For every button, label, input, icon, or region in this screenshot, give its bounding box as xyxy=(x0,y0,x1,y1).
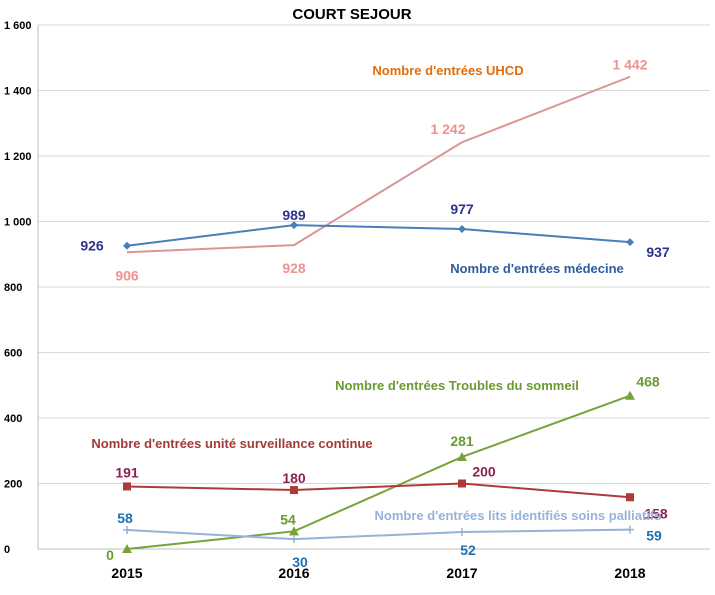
x-tick-label: 2016 xyxy=(278,565,309,581)
data-label: 30 xyxy=(292,554,308,570)
y-tick-label: 800 xyxy=(4,282,22,294)
chart-title: COURT SEJOUR xyxy=(292,6,411,23)
series-name-label: Nombre d'entrées lits identifiés soins p… xyxy=(375,508,662,523)
data-point-marker xyxy=(290,221,298,230)
series-line xyxy=(126,394,631,550)
series-name-label: Nombre d'entrées Troubles du sommeil xyxy=(335,378,579,393)
data-label: 59 xyxy=(646,528,662,544)
y-axis-ticks: 0 200 400 600 800 1 000 1 200 1 400 1 600 xyxy=(4,20,32,556)
data-point-marker xyxy=(123,241,131,250)
data-label: 977 xyxy=(450,201,474,217)
series-name-label: Nombre d'entrées UHCD xyxy=(372,63,523,78)
data-label: 52 xyxy=(460,542,476,558)
series-line xyxy=(126,75,631,254)
y-tick-label: 1 400 xyxy=(4,86,32,98)
data-point-marker xyxy=(123,482,131,491)
data-label: 180 xyxy=(282,470,306,486)
data-label: 0 xyxy=(106,547,114,563)
data-point-marker xyxy=(290,486,298,495)
data-label: 1 442 xyxy=(612,57,647,73)
series-line xyxy=(126,528,631,541)
series-line xyxy=(126,482,631,499)
data-label: 989 xyxy=(282,207,306,223)
data-label: 191 xyxy=(115,464,139,480)
y-tick-label: 1 600 xyxy=(4,20,32,32)
y-tick-label: 0 xyxy=(4,544,10,556)
y-tick-label: 200 xyxy=(4,479,22,491)
data-point-marker xyxy=(123,526,131,535)
data-label: 926 xyxy=(80,238,104,254)
y-tick-label: 1 000 xyxy=(4,217,32,229)
y-tick-label: 400 xyxy=(4,413,22,425)
x-tick-label: 2015 xyxy=(111,565,142,581)
data-label: 906 xyxy=(115,267,139,283)
data-point-marker xyxy=(290,535,298,544)
data-point-marker xyxy=(626,238,634,247)
data-label: 281 xyxy=(450,433,474,449)
y-tick-label: 1 200 xyxy=(4,151,32,163)
series-lines xyxy=(122,75,635,553)
series-name-label: Nombre d'entrées médecine xyxy=(450,261,624,276)
data-label: 200 xyxy=(472,464,496,480)
data-label: 937 xyxy=(646,244,670,260)
x-axis-ticks: 2015 2016 2017 2018 xyxy=(111,565,645,581)
gridlines xyxy=(37,24,710,550)
x-tick-label: 2017 xyxy=(446,565,477,581)
data-label: 928 xyxy=(282,260,306,276)
data-label: 58 xyxy=(117,510,133,526)
data-labels: 906 928 1 242 1 442 926 989 977 937 0 54 281 468 191… xyxy=(80,57,670,570)
data-label: 54 xyxy=(280,511,296,527)
series-name-labels: Nombre d'entrées UHCD Nombre d'entrées mé… xyxy=(91,63,661,523)
x-tick-label: 2018 xyxy=(614,565,645,581)
series-line xyxy=(126,224,631,247)
data-point-marker xyxy=(289,526,299,536)
data-point-marker xyxy=(122,544,132,553)
data-point-marker xyxy=(458,479,466,488)
data-point-marker xyxy=(458,527,466,536)
data-point-marker xyxy=(625,390,635,400)
data-label: 468 xyxy=(636,374,660,390)
y-tick-label: 600 xyxy=(4,348,22,360)
data-point-marker xyxy=(626,493,634,502)
data-label: 158 xyxy=(644,505,668,521)
data-label: 1 242 xyxy=(430,121,465,137)
data-point-marker xyxy=(457,451,467,461)
series-name-label: Nombre d'entrées unité surveillance cont… xyxy=(91,436,372,451)
data-point-marker xyxy=(626,525,634,534)
data-point-marker xyxy=(458,225,466,234)
